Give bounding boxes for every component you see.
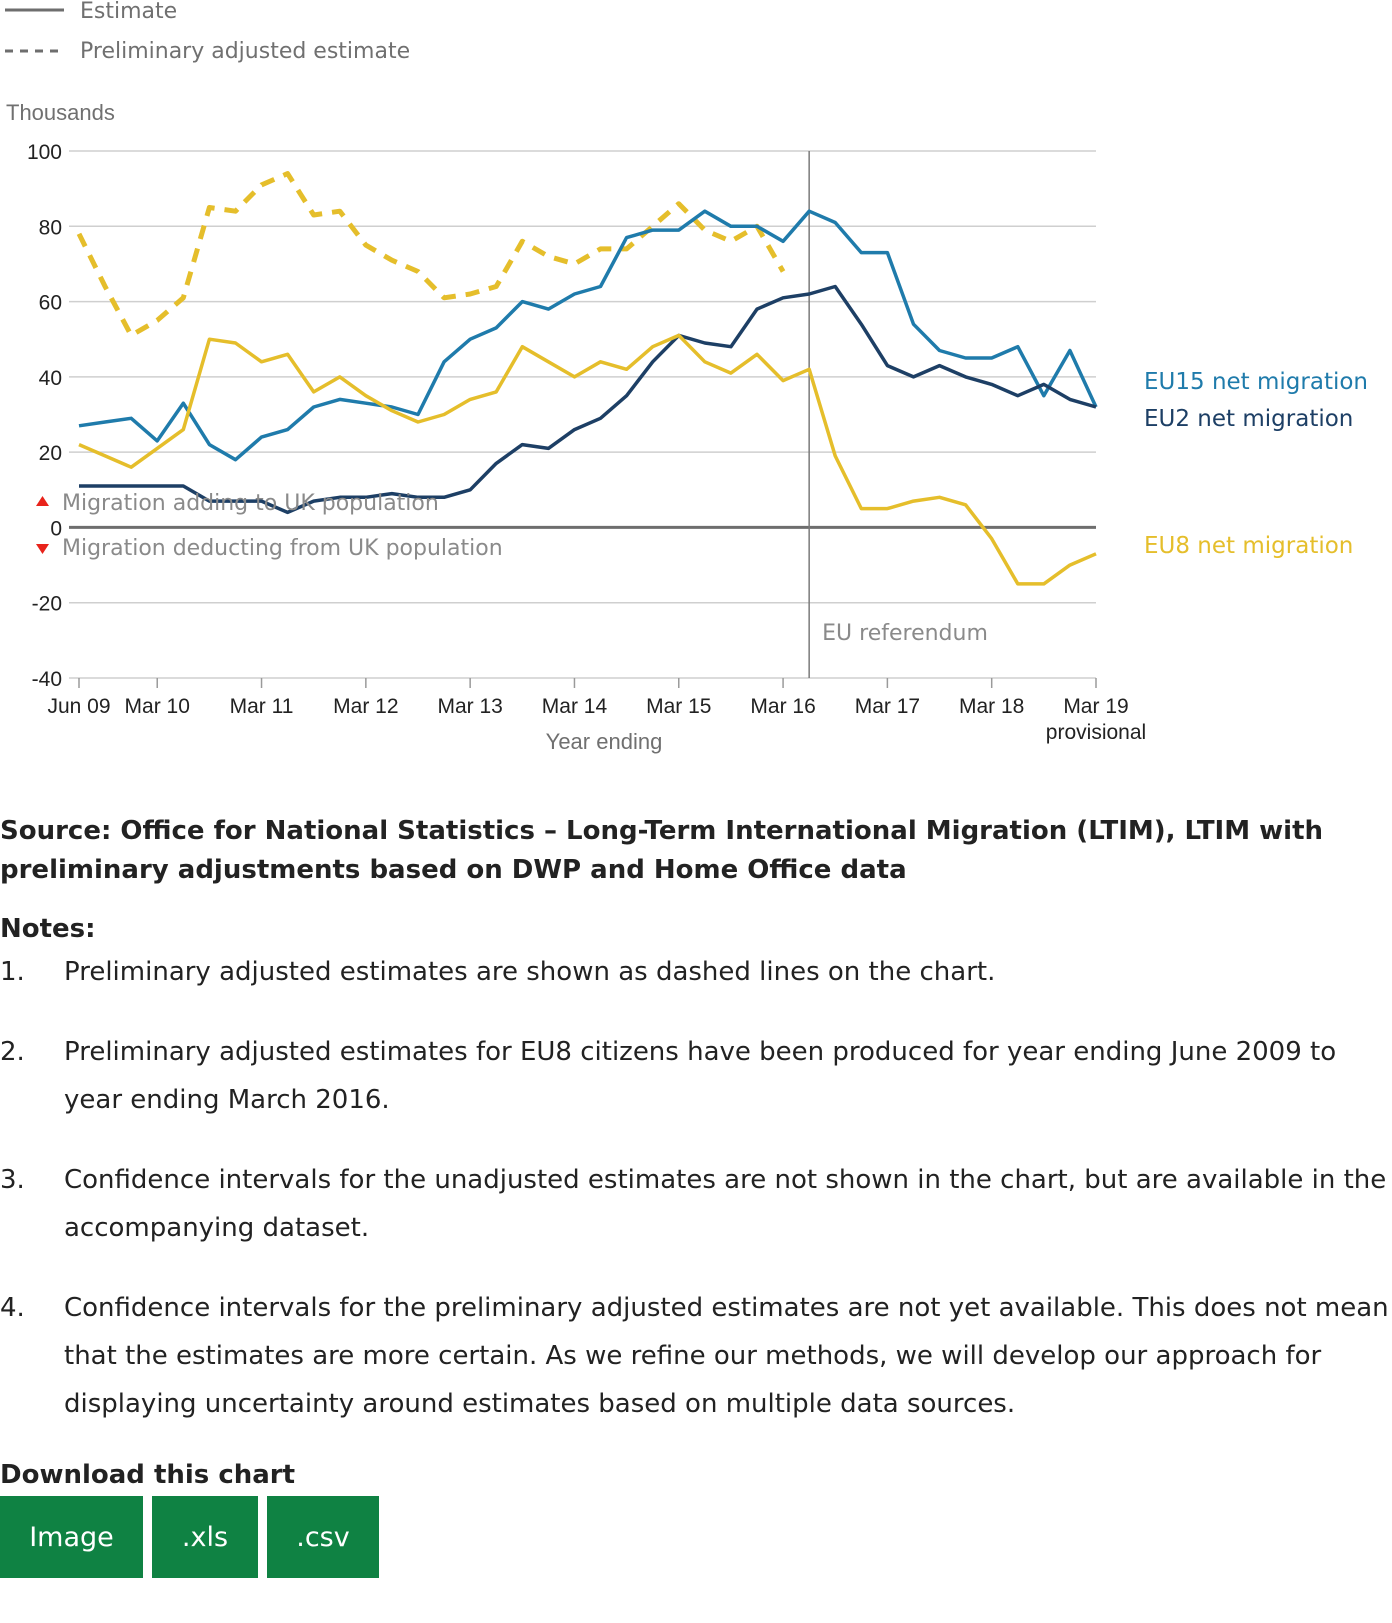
note-number: 1. [0, 957, 25, 987]
chart-container: Estimate Preliminary adjusted estimate T… [0, 0, 1392, 770]
download-buttons: Image .xls .csv [0, 1496, 1392, 1578]
x-tick-label: Mar 19 [1063, 695, 1128, 718]
x-tick-label: Mar 12 [333, 695, 398, 718]
note-number: 2. [0, 1037, 25, 1067]
eu15-line [78, 209, 1098, 462]
y-axis-title: Thousands [6, 100, 115, 125]
x-tick-label: Mar 11 [230, 695, 294, 718]
note-text: Preliminary adjusted estimates are shown… [64, 957, 996, 987]
y-tick-label: 80 [39, 216, 62, 239]
annotation-adding: Migration adding to UK population [62, 491, 439, 516]
x-tick-label: Mar 15 [646, 695, 711, 718]
migration-line-chart: Estimate Preliminary adjusted estimate T… [5, 0, 1368, 754]
down-triangle-icon [36, 544, 49, 554]
x-tick-label: Mar 14 [542, 695, 608, 718]
note-item: 1. Preliminary adjusted estimates are sho… [0, 948, 1392, 996]
x-tick-label: Mar 13 [437, 695, 502, 718]
source-text: Source: Office for National Statistics –… [0, 816, 1324, 885]
notes-title: Notes: [0, 914, 96, 944]
series-lines [76, 171, 1098, 586]
y-tick-label: 20 [39, 442, 62, 465]
eu8-line [78, 333, 1097, 586]
annotations: Migration adding to UK population Migrat… [36, 491, 503, 561]
eu8-series-label: EU8 net migration [1144, 533, 1353, 559]
legend-preliminary-label: Preliminary adjusted estimate [80, 39, 410, 64]
chart-footer: Source: Office for National Statistics –… [0, 812, 1392, 1578]
note-number: 4. [0, 1293, 25, 1323]
eu2-line [79, 284, 1097, 515]
x-tick-label: Mar 17 [855, 695, 920, 718]
x-axis: Jun 09 Mar 10 Mar 11 Mar 12 Mar 13 Mar 14 Mar … [47, 678, 1146, 744]
download-xls-button[interactable]: .xls [152, 1496, 258, 1578]
download-csv-button[interactable]: .csv [267, 1496, 379, 1578]
y-axis: -40 -20 0 20 40 60 80 100 [27, 141, 62, 691]
x-tick-sublabel: provisional [1046, 721, 1146, 744]
y-tick-label: -20 [32, 593, 62, 616]
x-tick-label: Jun 09 [47, 695, 110, 718]
gridlines [69, 150, 1096, 679]
download-title: Download this chart [0, 1460, 296, 1490]
notes-list: 1. Preliminary adjusted estimates are sho… [0, 948, 1392, 1428]
annotation-deducting: Migration deducting from UK population [62, 536, 503, 561]
y-tick-label: -40 [32, 668, 62, 691]
series-labels: EU15 net migration EU2 net migration EU8 n… [1144, 369, 1368, 559]
note-text: Preliminary adjusted estimates for EU8 c… [64, 1037, 1337, 1115]
referendum-label: EU referendum [822, 621, 988, 646]
y-tick-label: 40 [39, 367, 62, 390]
legend-estimate-label: Estimate [80, 0, 177, 24]
note-text: Confidence intervals for the unadjusted … [64, 1165, 1387, 1243]
up-triangle-icon [36, 496, 49, 506]
referendum-marker: EU referendum [808, 151, 988, 678]
eu8-preliminary-line [76, 171, 786, 338]
eu15-series-label: EU15 net migration [1144, 369, 1368, 395]
x-tick-label: Mar 18 [959, 695, 1024, 718]
note-item: 4. Confidence intervals for the prelimina… [0, 1284, 1392, 1428]
note-item: 2. Preliminary adjusted estimates for EU8… [0, 1028, 1392, 1124]
download-image-button[interactable]: Image [0, 1496, 143, 1578]
y-tick-label: 0 [50, 517, 62, 540]
x-tick-label: Mar 16 [750, 695, 815, 718]
note-text: Confidence intervals for the preliminary… [64, 1293, 1389, 1419]
y-tick-label: 100 [27, 141, 62, 164]
x-axis-title: Year ending [546, 729, 663, 754]
y-tick-label: 60 [39, 292, 62, 315]
note-number: 3. [0, 1165, 25, 1195]
x-tick-label: Mar 10 [125, 695, 190, 718]
eu2-series-label: EU2 net migration [1144, 406, 1353, 432]
legend: Estimate Preliminary adjusted estimate [5, 0, 410, 64]
note-item: 3. Confidence intervals for the unadjuste… [0, 1156, 1392, 1252]
